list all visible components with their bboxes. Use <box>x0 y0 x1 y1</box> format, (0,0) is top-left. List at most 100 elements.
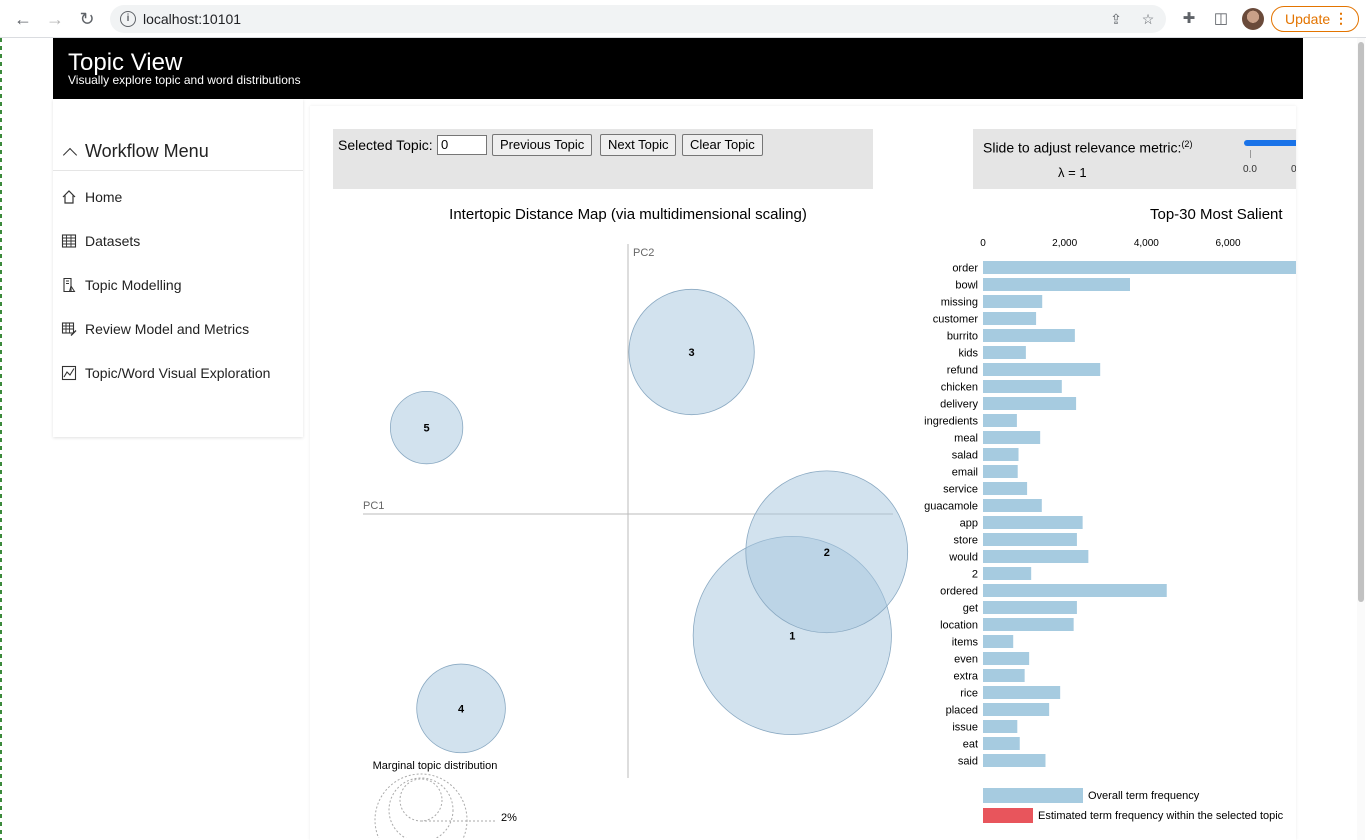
bar-ingredients[interactable] <box>983 414 1017 427</box>
term-label[interactable]: missing <box>941 297 978 309</box>
topic-circle-5[interactable] <box>389 390 464 465</box>
selected-topic-label: Selected Topic: <box>338 137 433 153</box>
bar-meal[interactable] <box>983 431 1041 444</box>
bar-app[interactable] <box>983 516 1083 529</box>
topic-label-1[interactable]: 1 <box>789 631 795 643</box>
term-label[interactable]: kids <box>958 348 978 360</box>
term-label[interactable]: even <box>954 654 978 666</box>
topic-circle-3[interactable] <box>628 288 755 416</box>
workflow-menu-toggle[interactable]: Workflow Menu <box>61 141 209 162</box>
app-header: Topic View Visually explore topic and wo… <box>53 38 1303 99</box>
term-label[interactable]: delivery <box>940 399 978 411</box>
topic-label-4[interactable]: 4 <box>458 703 465 715</box>
sidepanel-icon[interactable]: ◫ <box>1213 10 1229 27</box>
bar-eat[interactable] <box>983 737 1020 750</box>
sidebar-item-datasets[interactable]: Datasets <box>61 233 140 249</box>
term-label[interactable]: meal <box>954 433 978 445</box>
topic-label-5[interactable]: 5 <box>424 423 430 435</box>
bar-order[interactable] <box>983 261 1296 274</box>
scrollbar-thumb[interactable] <box>1358 42 1364 602</box>
topic-label-3[interactable]: 3 <box>689 347 695 359</box>
bar-location[interactable] <box>983 618 1074 631</box>
term-label[interactable]: ingredients <box>924 416 978 428</box>
topic-label-2[interactable]: 2 <box>824 547 830 559</box>
relevance-slider[interactable] <box>1244 140 1296 146</box>
bar-customer[interactable] <box>983 312 1037 325</box>
bar-chicken[interactable] <box>983 380 1062 393</box>
bar-would[interactable] <box>983 550 1089 563</box>
bar-email[interactable] <box>983 465 1018 478</box>
bar-rice[interactable] <box>983 686 1061 699</box>
update-button[interactable]: Update ⋮ <box>1271 6 1359 32</box>
term-label[interactable]: items <box>952 637 979 649</box>
term-label[interactable]: burrito <box>947 331 978 343</box>
bar-store[interactable] <box>983 533 1077 546</box>
more-menu-icon[interactable]: ⋮ <box>1334 10 1348 26</box>
app-subtitle: Visually explore topic and word distribu… <box>68 73 301 87</box>
term-label[interactable]: would <box>948 552 978 564</box>
info-icon[interactable]: i <box>120 11 136 27</box>
term-label[interactable]: customer <box>933 314 979 326</box>
address-bar[interactable]: i localhost:10101 ⇪ ☆ <box>110 5 1166 33</box>
term-label[interactable]: 2 <box>972 569 978 581</box>
term-label[interactable]: salad <box>952 450 978 462</box>
term-label[interactable]: email <box>952 467 978 479</box>
term-label[interactable]: bowl <box>955 280 978 292</box>
reload-icon[interactable]: ↻ <box>79 8 95 29</box>
profile-avatar[interactable] <box>1242 8 1264 30</box>
bar-service[interactable] <box>983 482 1028 495</box>
term-label[interactable]: guacamole <box>924 501 978 513</box>
bar-burrito[interactable] <box>983 329 1075 342</box>
term-label[interactable]: extra <box>954 671 979 683</box>
bar-refund[interactable] <box>983 363 1101 376</box>
term-label[interactable]: refund <box>947 365 978 377</box>
bar-even[interactable] <box>983 652 1030 665</box>
term-label[interactable]: rice <box>960 688 978 700</box>
term-label[interactable]: location <box>940 620 978 632</box>
divider <box>53 170 303 171</box>
bar-get[interactable] <box>983 601 1077 614</box>
bar-extra[interactable] <box>983 669 1025 682</box>
term-label[interactable]: get <box>963 603 978 615</box>
bar-said[interactable] <box>983 754 1046 767</box>
topic-circle-4[interactable] <box>416 663 506 754</box>
next-topic-button[interactable]: Next Topic <box>600 134 677 156</box>
bar-kids[interactable] <box>983 346 1026 359</box>
bar-salad[interactable] <box>983 448 1019 461</box>
back-icon[interactable]: ← <box>14 8 32 29</box>
table-edit-icon <box>61 322 77 336</box>
share-icon[interactable]: ⇪ <box>1110 11 1122 27</box>
term-label[interactable]: store <box>954 535 978 547</box>
relevance-footnote[interactable]: (2) <box>1181 139 1193 149</box>
sidebar-item-review-model[interactable]: Review Model and Metrics <box>61 321 249 337</box>
selected-topic-input[interactable]: 0 <box>437 135 487 155</box>
clear-topic-button[interactable]: Clear Topic <box>682 134 763 156</box>
sidebar-item-topic-modelling[interactable]: Topic Modelling <box>61 277 182 293</box>
bar-bowl[interactable] <box>983 278 1130 291</box>
term-label[interactable]: placed <box>946 705 978 717</box>
bar-items[interactable] <box>983 635 1014 648</box>
bar-ordered[interactable] <box>983 584 1167 597</box>
bar-issue[interactable] <box>983 720 1018 733</box>
term-label[interactable]: service <box>943 484 978 496</box>
term-label[interactable]: said <box>958 756 978 768</box>
topic-circle-2[interactable] <box>745 470 909 634</box>
term-label[interactable]: issue <box>952 722 978 734</box>
bar-placed[interactable] <box>983 703 1050 716</box>
bar-missing[interactable] <box>983 295 1043 308</box>
bar-guacamole[interactable] <box>983 499 1042 512</box>
term-label[interactable]: chicken <box>941 382 978 394</box>
bar-2[interactable] <box>983 567 1032 580</box>
sidebar-item-home[interactable]: Home <box>61 189 122 205</box>
star-icon[interactable]: ☆ <box>1141 11 1155 27</box>
term-label[interactable]: app <box>960 518 978 530</box>
sidebar-item-visual-exploration[interactable]: Topic/Word Visual Exploration <box>61 365 270 381</box>
forward-icon[interactable]: → <box>46 8 64 29</box>
term-label[interactable]: order <box>952 263 978 275</box>
term-label[interactable]: eat <box>963 739 978 751</box>
previous-topic-button[interactable]: Previous Topic <box>492 134 593 156</box>
url-text[interactable]: localhost:10101 <box>143 11 242 27</box>
extensions-icon[interactable]: ✚ <box>1182 10 1196 27</box>
bar-delivery[interactable] <box>983 397 1077 410</box>
term-label[interactable]: ordered <box>940 586 978 598</box>
